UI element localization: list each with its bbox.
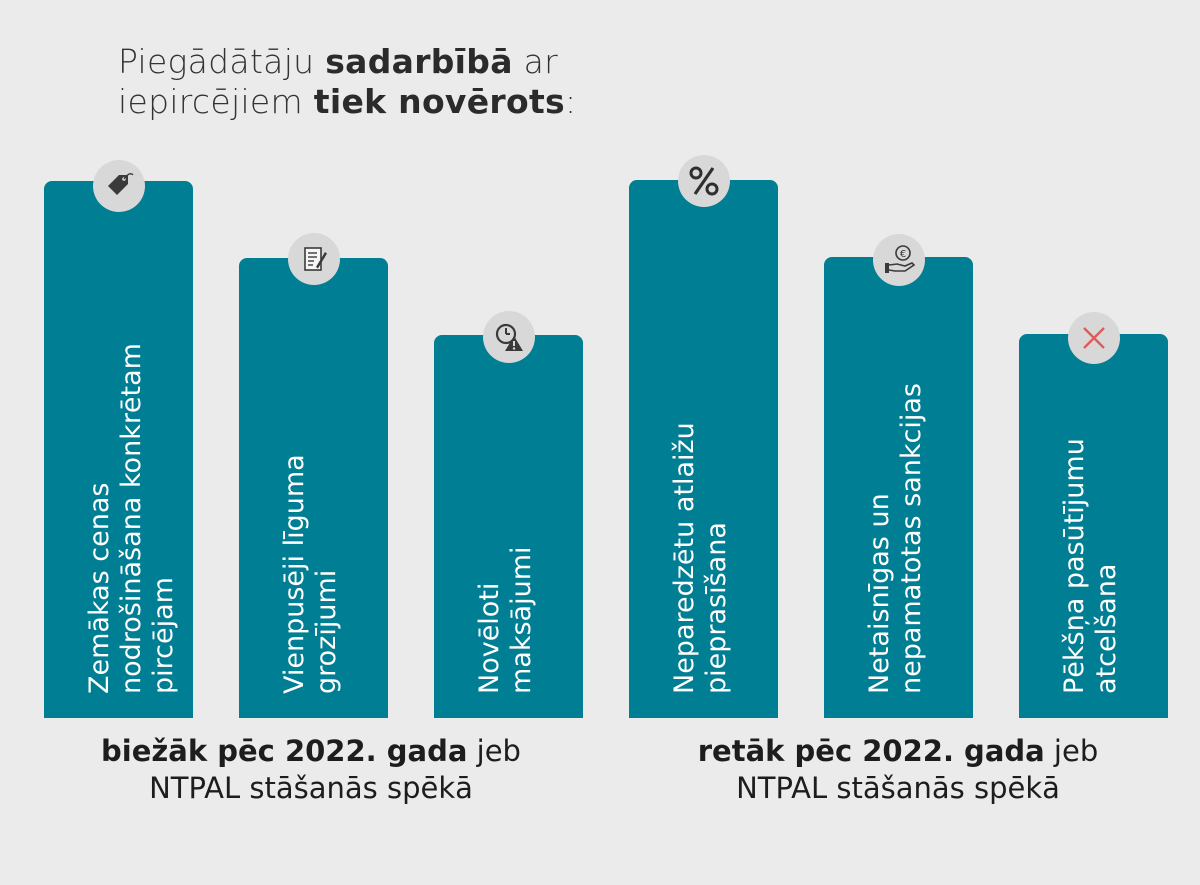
footer-left-caption: biežāk pēc 2022. gada jeb NTPAL stāšanās… bbox=[31, 733, 591, 807]
bar-label-line: Netaisnīgas un bbox=[864, 493, 895, 694]
footer-line-2: NTPAL stāšanās spēkā bbox=[149, 771, 473, 805]
bar-late-payments: Novēloti maksājumi bbox=[434, 335, 583, 718]
title-text: iepircējiem bbox=[118, 82, 314, 121]
price-tag-icon bbox=[93, 160, 145, 212]
bar-unilateral-changes: Vienpusēji līguma grozījumi bbox=[239, 258, 388, 718]
percent-icon bbox=[678, 155, 730, 207]
bar-lower-prices: Zemākas cenas nodrošināšana konkrētam pirc… bbox=[44, 181, 193, 718]
contract-icon bbox=[288, 233, 340, 285]
bar-unfair-sanctions: Netaisnīgas un nepamatotas sankcijas bbox=[824, 257, 973, 718]
bar-label-line: Zemākas cenas bbox=[84, 482, 115, 695]
cross-icon bbox=[1068, 312, 1120, 364]
footer-text: jeb bbox=[467, 734, 521, 768]
title-text: : bbox=[565, 82, 577, 121]
bar-label-line: maksājumi bbox=[506, 546, 537, 694]
bar-label-line: pircējam bbox=[148, 577, 179, 694]
footer-bold: retāk pēc 2022. gada bbox=[697, 734, 1045, 768]
bar-label-line: nepamatotas sankcijas bbox=[896, 383, 927, 694]
bar-unexpected-discounts: Neparedzētu atlaižu pieprasīšana bbox=[629, 180, 778, 718]
bar-sudden-cancellation: Pēkšņa pasūtījumu atcelšana bbox=[1019, 334, 1168, 718]
title-text: Piegādātāju bbox=[118, 42, 326, 81]
clock-warning-icon bbox=[483, 311, 535, 363]
title-line-1: Piegādātāju sadarbībā ar bbox=[118, 42, 576, 82]
bar-label-line: Novēloti bbox=[474, 582, 505, 694]
title-bold: tiek novērots bbox=[313, 82, 565, 121]
bar-label-line: atcelšana bbox=[1091, 563, 1122, 694]
bar-label-line: pieprasīšana bbox=[701, 522, 732, 694]
title-text: ar bbox=[512, 42, 558, 81]
page-title: Piegādātāju sadarbībā ar iepircējiem tie… bbox=[118, 42, 576, 122]
footer-text: jeb bbox=[1044, 734, 1099, 768]
footer-line-2: NTPAL stāšanās spēkā bbox=[736, 771, 1060, 805]
title-bold: sadarbībā bbox=[325, 42, 513, 81]
footer-right-caption: retāk pēc 2022. gada jeb NTPAL stāšanās … bbox=[618, 733, 1178, 807]
euro-hand-icon: € bbox=[873, 234, 925, 286]
title-line-2: iepircējiem tiek novērots: bbox=[118, 82, 576, 122]
footer-bold: biežāk pēc 2022. gada bbox=[101, 734, 468, 768]
bar-label-line: grozījumi bbox=[311, 569, 342, 694]
bar-label-line: Vienpusēji līguma bbox=[279, 454, 310, 694]
bar-label-line: Neparedzētu atlaižu bbox=[669, 422, 700, 694]
svg-text:€: € bbox=[900, 249, 906, 260]
bar-label-line: Pēkšņa pasūtījumu bbox=[1059, 438, 1090, 694]
bar-label-line: nodrošināšana konkrētam bbox=[116, 343, 147, 694]
